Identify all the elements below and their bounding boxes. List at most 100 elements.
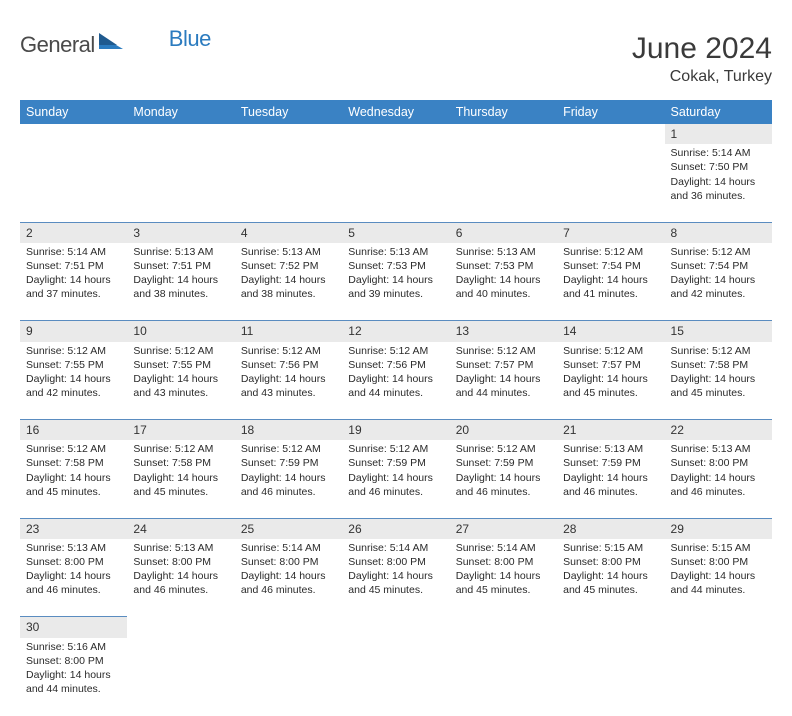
day-number-cell: 13 bbox=[450, 321, 557, 342]
calendar-table: SundayMondayTuesdayWednesdayThursdayFrid… bbox=[20, 100, 772, 716]
daylight-line: Daylight: 14 hours and 44 minutes. bbox=[671, 569, 766, 597]
daylight-line: Daylight: 14 hours and 40 minutes. bbox=[456, 273, 551, 301]
sunrise-line: Sunrise: 5:13 AM bbox=[456, 245, 551, 259]
title-block: June 2024 Cokak, Turkey bbox=[632, 32, 772, 86]
sunset-line: Sunset: 8:00 PM bbox=[133, 555, 228, 569]
day-number-cell: 22 bbox=[665, 420, 772, 441]
day-cell: Sunrise: 5:13 AMSunset: 7:51 PMDaylight:… bbox=[127, 243, 234, 321]
daylight-line: Daylight: 14 hours and 46 minutes. bbox=[133, 569, 228, 597]
sunrise-line: Sunrise: 5:14 AM bbox=[456, 541, 551, 555]
day-cell: Sunrise: 5:13 AMSunset: 7:52 PMDaylight:… bbox=[235, 243, 342, 321]
day-cell bbox=[450, 638, 557, 716]
day-cell: Sunrise: 5:15 AMSunset: 8:00 PMDaylight:… bbox=[665, 539, 772, 617]
sunrise-line: Sunrise: 5:12 AM bbox=[241, 344, 336, 358]
day-number-cell bbox=[450, 617, 557, 638]
day-cell: Sunrise: 5:12 AMSunset: 7:58 PMDaylight:… bbox=[665, 342, 772, 420]
sunrise-line: Sunrise: 5:15 AM bbox=[563, 541, 658, 555]
day-number-cell: 1 bbox=[665, 124, 772, 144]
sunrise-line: Sunrise: 5:14 AM bbox=[241, 541, 336, 555]
day-number-cell: 21 bbox=[557, 420, 664, 441]
sunset-line: Sunset: 7:53 PM bbox=[456, 259, 551, 273]
sunrise-line: Sunrise: 5:12 AM bbox=[26, 344, 121, 358]
day-number-cell: 7 bbox=[557, 222, 664, 243]
day-cell: Sunrise: 5:14 AMSunset: 8:00 PMDaylight:… bbox=[342, 539, 449, 617]
daylight-line: Daylight: 14 hours and 45 minutes. bbox=[563, 569, 658, 597]
day-cell bbox=[20, 144, 127, 222]
day-cell: Sunrise: 5:16 AMSunset: 8:00 PMDaylight:… bbox=[20, 638, 127, 716]
daylight-line: Daylight: 14 hours and 37 minutes. bbox=[26, 273, 121, 301]
day-cell bbox=[342, 144, 449, 222]
day-number-cell bbox=[127, 617, 234, 638]
sunset-line: Sunset: 8:00 PM bbox=[671, 456, 766, 470]
daylight-line: Daylight: 14 hours and 43 minutes. bbox=[133, 372, 228, 400]
calendar-head: SundayMondayTuesdayWednesdayThursdayFrid… bbox=[20, 100, 772, 124]
day-cell bbox=[450, 144, 557, 222]
sunset-line: Sunset: 7:55 PM bbox=[26, 358, 121, 372]
daylight-line: Daylight: 14 hours and 45 minutes. bbox=[133, 471, 228, 499]
day-number-cell: 12 bbox=[342, 321, 449, 342]
sunrise-line: Sunrise: 5:13 AM bbox=[241, 245, 336, 259]
day-cell: Sunrise: 5:12 AMSunset: 7:59 PMDaylight:… bbox=[450, 440, 557, 518]
day-number-cell: 2 bbox=[20, 222, 127, 243]
day-cell: Sunrise: 5:12 AMSunset: 7:58 PMDaylight:… bbox=[127, 440, 234, 518]
day-cell bbox=[342, 638, 449, 716]
calendar-body: 1Sunrise: 5:14 AMSunset: 7:50 PMDaylight… bbox=[20, 124, 772, 716]
day-number-cell: 28 bbox=[557, 518, 664, 539]
sunset-line: Sunset: 7:59 PM bbox=[348, 456, 443, 470]
sunset-line: Sunset: 7:59 PM bbox=[241, 456, 336, 470]
day-number-cell: 18 bbox=[235, 420, 342, 441]
sunset-line: Sunset: 7:59 PM bbox=[563, 456, 658, 470]
day-cell: Sunrise: 5:13 AMSunset: 7:53 PMDaylight:… bbox=[450, 243, 557, 321]
day-cell bbox=[235, 638, 342, 716]
sunrise-line: Sunrise: 5:13 AM bbox=[133, 541, 228, 555]
day-cell: Sunrise: 5:12 AMSunset: 7:59 PMDaylight:… bbox=[235, 440, 342, 518]
sunrise-line: Sunrise: 5:15 AM bbox=[671, 541, 766, 555]
day-number-cell: 15 bbox=[665, 321, 772, 342]
sunset-line: Sunset: 7:54 PM bbox=[563, 259, 658, 273]
daylight-line: Daylight: 14 hours and 39 minutes. bbox=[348, 273, 443, 301]
day-number-cell: 11 bbox=[235, 321, 342, 342]
daylight-line: Daylight: 14 hours and 42 minutes. bbox=[671, 273, 766, 301]
day-cell bbox=[127, 144, 234, 222]
month-title: June 2024 bbox=[632, 32, 772, 66]
day-cell: Sunrise: 5:13 AMSunset: 7:59 PMDaylight:… bbox=[557, 440, 664, 518]
day-cell bbox=[235, 144, 342, 222]
day-number-cell bbox=[342, 617, 449, 638]
daylight-line: Daylight: 14 hours and 44 minutes. bbox=[26, 668, 121, 696]
day-cell: Sunrise: 5:15 AMSunset: 8:00 PMDaylight:… bbox=[557, 539, 664, 617]
daylight-line: Daylight: 14 hours and 46 minutes. bbox=[241, 569, 336, 597]
day-cell: Sunrise: 5:12 AMSunset: 7:54 PMDaylight:… bbox=[557, 243, 664, 321]
day-number-cell: 16 bbox=[20, 420, 127, 441]
daylight-line: Daylight: 14 hours and 45 minutes. bbox=[671, 372, 766, 400]
day-number-cell: 24 bbox=[127, 518, 234, 539]
sunrise-line: Sunrise: 5:13 AM bbox=[26, 541, 121, 555]
day-cell: Sunrise: 5:12 AMSunset: 7:58 PMDaylight:… bbox=[20, 440, 127, 518]
daylight-line: Daylight: 14 hours and 46 minutes. bbox=[456, 471, 551, 499]
sunrise-line: Sunrise: 5:13 AM bbox=[348, 245, 443, 259]
day-number-cell: 4 bbox=[235, 222, 342, 243]
sunrise-line: Sunrise: 5:16 AM bbox=[26, 640, 121, 654]
day-number-cell bbox=[665, 617, 772, 638]
day-cell: Sunrise: 5:12 AMSunset: 7:57 PMDaylight:… bbox=[450, 342, 557, 420]
location-label: Cokak, Turkey bbox=[632, 68, 772, 86]
sunset-line: Sunset: 7:58 PM bbox=[133, 456, 228, 470]
day-number-cell: 9 bbox=[20, 321, 127, 342]
day-number-cell: 19 bbox=[342, 420, 449, 441]
sunrise-line: Sunrise: 5:14 AM bbox=[348, 541, 443, 555]
page-header: General Blue June 2024 Cokak, Turkey bbox=[20, 32, 772, 86]
sunset-line: Sunset: 8:00 PM bbox=[456, 555, 551, 569]
day-cell bbox=[665, 638, 772, 716]
sunrise-line: Sunrise: 5:14 AM bbox=[671, 146, 766, 160]
daylight-line: Daylight: 14 hours and 44 minutes. bbox=[348, 372, 443, 400]
day-header: Thursday bbox=[450, 100, 557, 124]
daylight-line: Daylight: 14 hours and 42 minutes. bbox=[26, 372, 121, 400]
daylight-line: Daylight: 14 hours and 46 minutes. bbox=[241, 471, 336, 499]
daylight-line: Daylight: 14 hours and 45 minutes. bbox=[563, 372, 658, 400]
daylight-line: Daylight: 14 hours and 46 minutes. bbox=[671, 471, 766, 499]
day-cell: Sunrise: 5:12 AMSunset: 7:54 PMDaylight:… bbox=[665, 243, 772, 321]
day-header: Sunday bbox=[20, 100, 127, 124]
day-number-cell bbox=[127, 124, 234, 144]
day-cell: Sunrise: 5:14 AMSunset: 8:00 PMDaylight:… bbox=[450, 539, 557, 617]
sunrise-line: Sunrise: 5:13 AM bbox=[671, 442, 766, 456]
day-number-cell: 10 bbox=[127, 321, 234, 342]
